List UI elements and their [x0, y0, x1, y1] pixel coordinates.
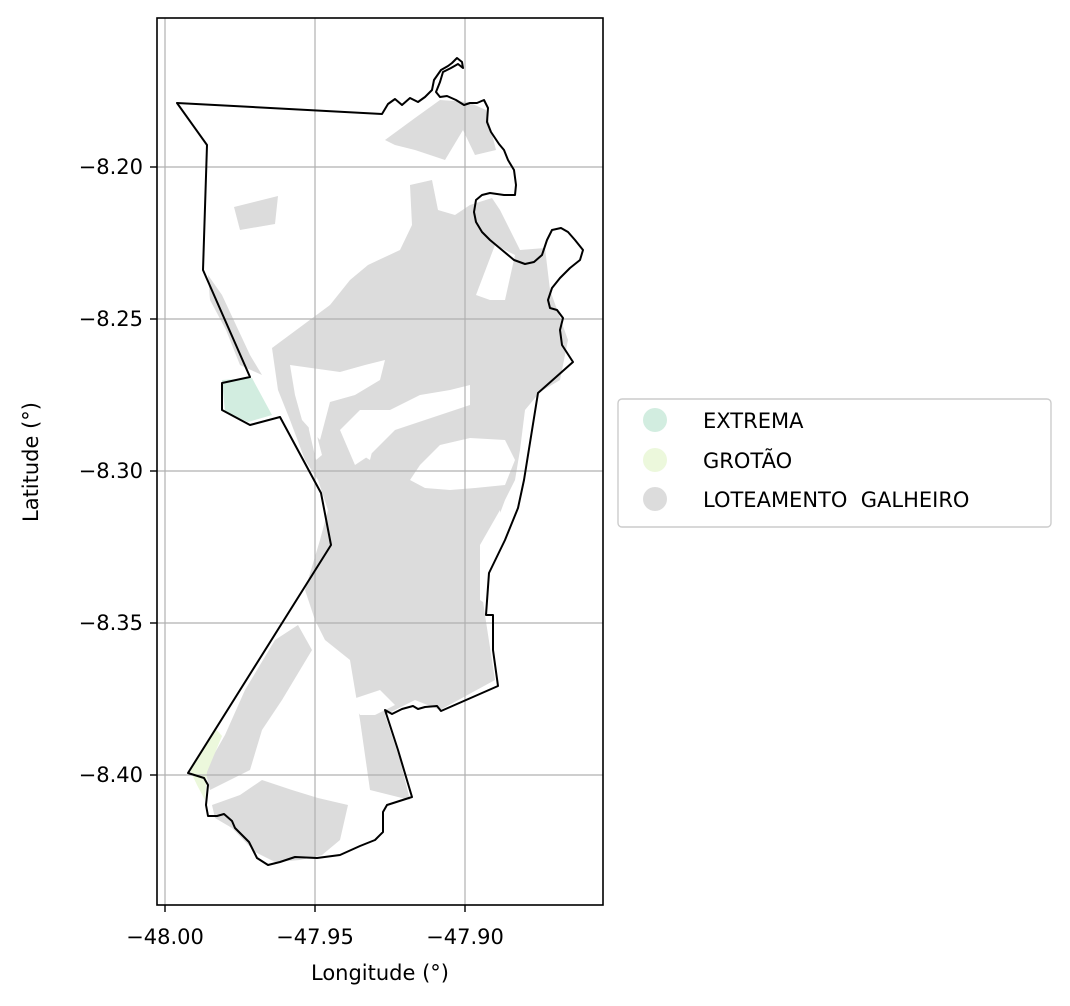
- region-loteamento-galheiro: [205, 100, 568, 862]
- x-axis-title: Longitude (°): [311, 961, 449, 985]
- gray-region-nw-patch: [234, 196, 278, 230]
- legend-marker-extrema: [643, 408, 667, 432]
- x-tick-label-2: −47.90: [426, 925, 504, 949]
- gap-south-middle: [350, 690, 395, 715]
- legend-marker-grotao: [643, 448, 667, 472]
- axes-frame: [156, 17, 604, 906]
- legend-frame: [617, 398, 1052, 528]
- gap-east-middle: [410, 438, 515, 490]
- gray-region-north: [385, 100, 496, 160]
- gap-channel: [362, 420, 380, 460]
- legend: EXTREMA GROTÃO LOTEAMENTO GALHEIRO: [617, 398, 1052, 528]
- y-axis-title: Latitude (°): [19, 402, 43, 522]
- x-ticks: [164, 905, 466, 912]
- gap-south-east: [480, 510, 505, 610]
- gap-river-left: [306, 400, 322, 460]
- gridlines: [157, 18, 603, 905]
- region-grotao: [190, 728, 222, 800]
- y-tick-label-0: −8.20: [79, 155, 143, 179]
- gray-region-south: [212, 780, 348, 862]
- gray-region-main: [272, 180, 568, 800]
- x-tick-label-0: −48.00: [126, 925, 204, 949]
- y-tick-label-2: −8.30: [79, 459, 143, 483]
- y-tick-label-3: −8.35: [79, 611, 143, 635]
- legend-label-grotao: GROTÃO: [703, 447, 792, 473]
- y-tick-label-4: −8.40: [79, 763, 143, 787]
- gray-region-south-west: [205, 625, 312, 790]
- y-ticks: [150, 166, 157, 776]
- y-tick-label-1: −8.25: [79, 307, 143, 331]
- gray-region-west-strip: [208, 275, 262, 375]
- municipal-boundary: [176, 57, 584, 866]
- x-tick-label-1: −47.95: [276, 925, 354, 949]
- gap-north-east: [476, 245, 515, 300]
- legend-marker-loteamento-galheiro: [643, 487, 667, 511]
- legend-label-loteamento-galheiro: LOTEAMENTO GALHEIRO: [703, 488, 969, 512]
- gap-features: [290, 245, 515, 715]
- region-extrema: [222, 378, 272, 422]
- legend-label-extrema: EXTREMA: [703, 409, 804, 433]
